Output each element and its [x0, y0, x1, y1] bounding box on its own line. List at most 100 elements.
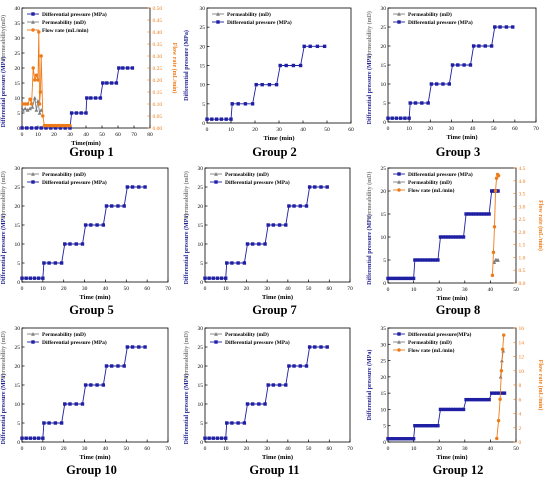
data-point: [84, 111, 88, 115]
data-point: [68, 126, 72, 130]
data-point: [396, 437, 400, 441]
x-tick-label: 50: [124, 286, 130, 292]
data-point: [29, 102, 34, 106]
y-tick-label: 30: [15, 166, 21, 172]
data-point: [36, 436, 41, 440]
series-line: [22, 67, 133, 129]
data-point: [413, 258, 417, 262]
data-point: [41, 114, 45, 118]
y-tick-label: 5: [383, 258, 386, 264]
data-point: [492, 391, 496, 395]
data-point: [116, 364, 120, 368]
panel-group-7: 0 10 20 30 40 50 60 70 Time (min) 0 5 10 15 20 25 30 Dif…: [183, 160, 366, 320]
data-point: [391, 276, 395, 281]
data-point: [20, 108, 25, 112]
data-point: [125, 185, 130, 189]
data-point: [24, 276, 28, 280]
data-point: [462, 63, 466, 67]
data-point: [85, 96, 89, 100]
y-tick-label: 15: [381, 212, 387, 218]
data-point: [407, 116, 411, 120]
x-tick-label: 30: [82, 286, 88, 292]
data-point: [42, 421, 46, 425]
x-tick-label: 50: [324, 127, 330, 133]
data-point: [130, 66, 135, 70]
x-tick-label: 40: [470, 126, 476, 132]
y-tick-label: 10: [15, 402, 21, 408]
data-point: [266, 383, 270, 387]
data-point: [386, 116, 390, 120]
data-point: [143, 345, 147, 349]
data-point: [116, 204, 120, 208]
y-tick-label: 10: [15, 96, 21, 102]
data-point: [420, 101, 424, 105]
chart-group-3: 0 10 20 30 40 50 60 70 Time (min) 0 5 10 15 20 25 30 Dif…: [366, 6, 539, 141]
data-point: [302, 44, 306, 49]
x-axis-label: Time (min): [436, 295, 467, 302]
data-point: [409, 276, 413, 281]
data-point: [319, 345, 323, 349]
data-point: [37, 30, 41, 34]
y-axis-label: Differential pressure (MPa): [0, 214, 7, 285]
y-axis-label: Differential pressure (MPa): [366, 54, 373, 125]
data-point: [236, 261, 240, 265]
data-point: [474, 397, 479, 402]
data-point: [491, 250, 496, 255]
data-point: [98, 96, 103, 100]
data-point: [472, 397, 476, 402]
data-point: [42, 261, 46, 265]
data-point: [399, 276, 403, 281]
chart-group-7: 0 10 20 30 40 50 60 70 Time (min) 0 5 10 15 20 25 30 Dif…: [183, 166, 353, 301]
data-point: [472, 212, 476, 216]
data-point: [25, 102, 30, 106]
data-point: [399, 437, 403, 441]
data-point: [30, 105, 35, 109]
x-tick-label: 50: [306, 446, 312, 452]
data-point: [20, 436, 24, 440]
series-line: [388, 26, 513, 119]
data-point: [203, 276, 207, 280]
x-tick-label: 0: [21, 132, 24, 138]
y-tick-label: 10: [381, 235, 387, 241]
y-tick-label: 30: [200, 6, 206, 12]
data-point: [447, 82, 452, 86]
data-point: [20, 276, 24, 280]
data-point: [28, 97, 32, 101]
data-point: [219, 117, 224, 121]
data-point: [397, 12, 401, 16]
x-tick-label: 50: [513, 287, 519, 293]
data-point: [304, 204, 309, 208]
y2-tick-label: 14: [519, 340, 525, 346]
y-tick-label: 0: [200, 280, 203, 286]
data-point: [214, 340, 218, 344]
data-point: [487, 212, 491, 216]
data-point: [492, 225, 497, 229]
data-point: [243, 102, 248, 106]
data-point: [456, 235, 461, 239]
data-point: [257, 402, 261, 406]
data-point: [236, 421, 240, 425]
data-point: [461, 235, 466, 239]
data-point: [242, 421, 247, 425]
data-point: [498, 374, 503, 379]
y2-tick-label: 0.15: [153, 90, 163, 96]
data-point: [203, 436, 207, 440]
legend-label: Differential pressure (MPa): [227, 19, 292, 26]
x-tick-label: 70: [347, 286, 353, 292]
y-axis-label: Permeability (mD): [183, 331, 190, 379]
x-tick-label: 40: [488, 287, 494, 293]
data-point: [28, 276, 33, 280]
data-point: [431, 424, 435, 428]
data-point: [322, 44, 327, 49]
data-point: [426, 101, 430, 105]
data-point: [267, 82, 272, 87]
data-point: [397, 20, 401, 24]
x-tick-label: 40: [488, 446, 494, 452]
chart-group-11: 0 10 20 30 40 50 60 70 Time (min) 0 5 10 15 20 25 30 Dif…: [183, 326, 353, 461]
data-point: [418, 424, 422, 428]
data-point: [483, 44, 487, 48]
data-point: [461, 407, 466, 412]
y-tick-label: 30: [15, 36, 21, 42]
y-tick-label: 10: [15, 242, 21, 248]
data-point: [388, 276, 393, 281]
